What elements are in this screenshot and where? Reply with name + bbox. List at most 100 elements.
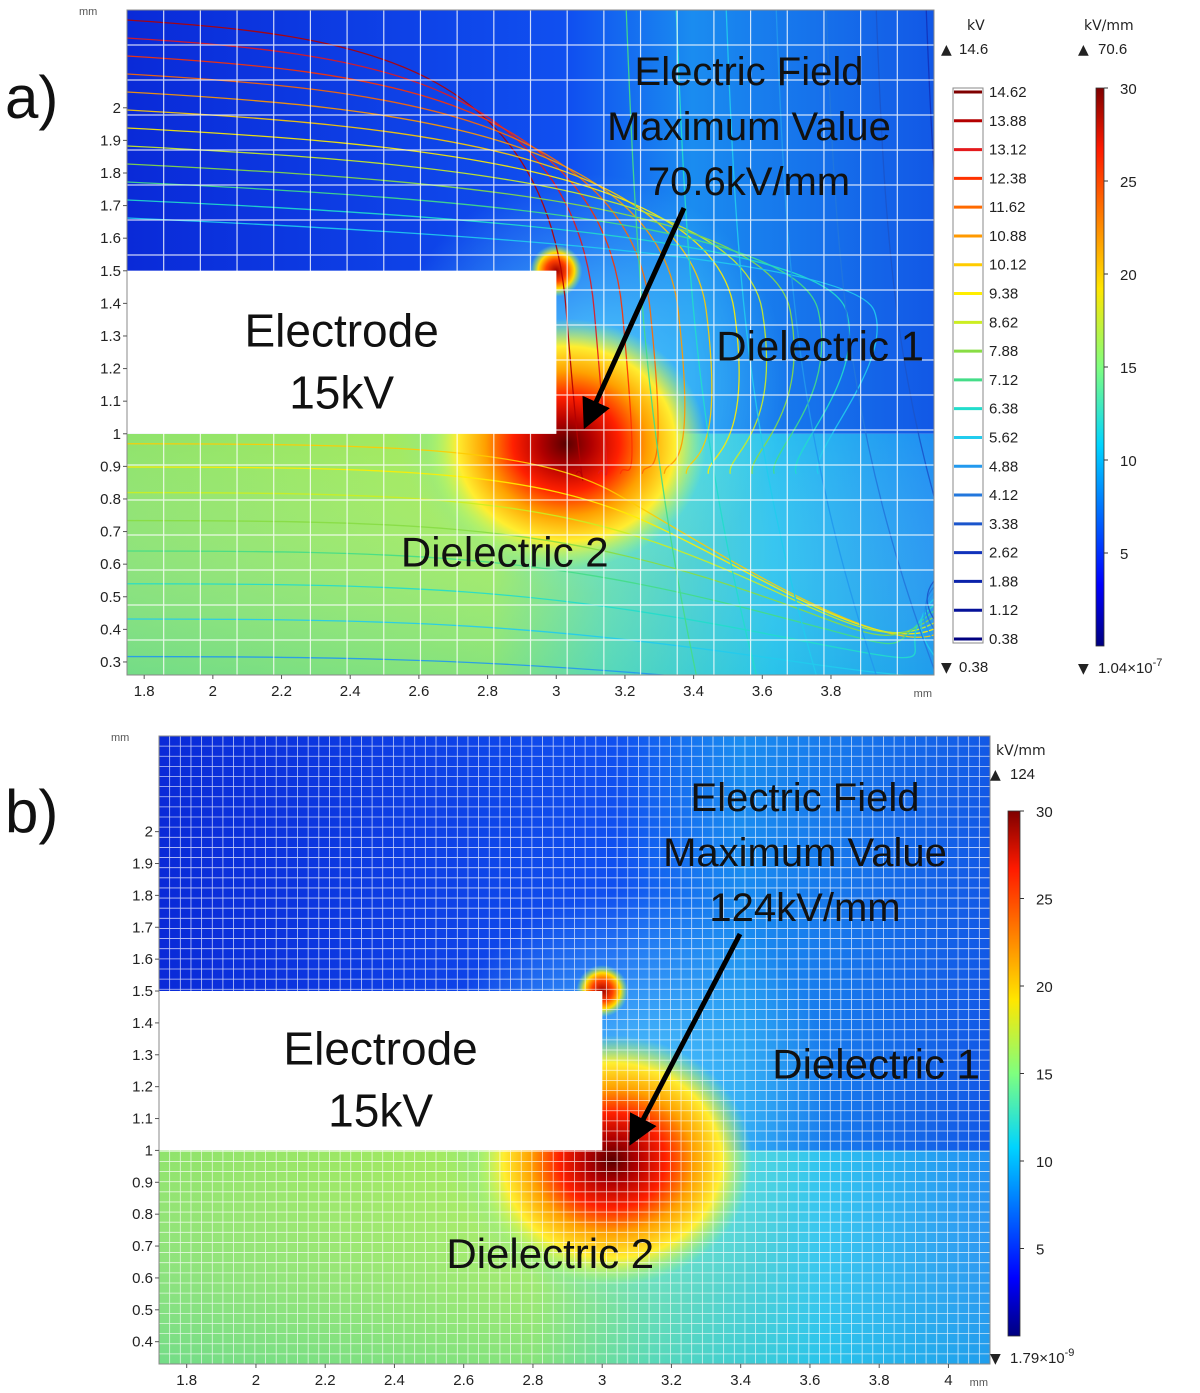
potential-level-label: 1.88: [989, 573, 1018, 590]
x-tick-label: 3.8: [869, 1372, 890, 1389]
y-tick-label: 0.7: [100, 524, 121, 541]
potential-min-arrow: ▼: [941, 660, 952, 676]
x-tick-label: 2.2: [271, 683, 292, 700]
plot-frame: [126, 9, 935, 676]
dielectric-2-label: Dielectric 2: [446, 1230, 654, 1277]
annotation-line-1: Electric Field: [691, 776, 920, 820]
potential-level-label: 7.12: [989, 372, 1018, 389]
y-tick-label: 1.7: [132, 919, 153, 936]
x-unit: mm: [914, 688, 932, 700]
dielectric-1-label: Dielectric 1: [772, 1041, 980, 1088]
equipotential-line: [127, 37, 608, 476]
field-tick-label: 15: [1120, 360, 1137, 377]
y-tick-label: 1.9: [132, 856, 153, 873]
plot-frame: [158, 735, 991, 1365]
y-tick-label: 1.4: [100, 295, 121, 312]
potential-level-label: 5.62: [989, 429, 1018, 446]
y-tick-label: 0.7: [132, 1238, 153, 1255]
x-unit: mm: [970, 1377, 988, 1389]
y-tick-label: 1.2: [100, 361, 121, 378]
potential-max-label: 14.6: [959, 41, 988, 58]
x-tick-label: 3.6: [800, 1372, 821, 1389]
potential-unit: kV: [967, 18, 985, 34]
electrode-label: Electrode: [283, 1023, 477, 1075]
field-min-exponent: -7: [1153, 657, 1163, 669]
annotation-line-2: Maximum Value: [663, 831, 947, 875]
equipotential-line: [825, 10, 934, 671]
equipotential-line: [127, 19, 584, 481]
equipotential-line: [925, 10, 934, 181]
field-min-arrow: ▼: [1078, 661, 1089, 677]
field-tick-label: 10: [1036, 1154, 1053, 1171]
x-tick-label: 3: [598, 1372, 606, 1389]
y-tick-label: 1.1: [100, 393, 121, 410]
field-tick-label: 25: [1120, 174, 1137, 191]
y-tick-label: 0.6: [100, 556, 121, 573]
x-tick-label: 2.4: [384, 1372, 405, 1389]
x-tick-label: 3.4: [683, 683, 704, 700]
potential-level-label: 8.62: [989, 314, 1018, 331]
equipotential-line: [775, 10, 877, 675]
field-colorbar-gradient: [1095, 87, 1105, 647]
field-tick-label: 20: [1036, 979, 1053, 996]
x-tick-label: 3: [552, 683, 560, 700]
y-tick-label: 0.4: [100, 621, 121, 638]
annotation-line-1: Electric Field: [635, 50, 864, 94]
field-max-label: 124: [1010, 766, 1035, 783]
field-min-label: 1.04×10-7: [1098, 657, 1162, 677]
y-tick-label: 1.8: [132, 887, 153, 904]
field-colorbar: 30 25 20 15 10 5 kV/mm ▲ 124 ▼ 1.79×10-9: [990, 743, 1074, 1367]
equipotential-line: [127, 217, 878, 475]
y-tick-label: 0.6: [132, 1270, 153, 1287]
equipotential-line: [127, 583, 934, 659]
panel-label: b): [5, 778, 58, 845]
electrode-voltage-label: 15kV: [328, 1085, 433, 1137]
field-tick-label: 5: [1036, 1242, 1044, 1259]
potential-colorbar-box: [952, 87, 984, 644]
annotation-line-2: Maximum Value: [607, 105, 891, 149]
potential-level-label: 4.12: [989, 487, 1018, 504]
y-tick-label: 1.7: [100, 198, 121, 215]
y-unit: mm: [79, 6, 97, 18]
y-tick-label: 1.6: [100, 230, 121, 247]
field-tick-label: 25: [1036, 892, 1053, 909]
electrode-label: Electrode: [244, 304, 438, 356]
y-tick-label: 0.4: [132, 1334, 153, 1351]
equipotential-line: [127, 491, 934, 634]
y-tick-label: 1.6: [132, 951, 153, 968]
y-tick-label: 1: [145, 1142, 153, 1159]
y-tick-label: 1.8: [100, 165, 121, 182]
field-colorbar-gradient: [1007, 810, 1021, 1337]
chart-panel-b: 1.8 2 2.2 2.4 2.6 2.8 3 3.2 3.4 3.6 3.8 4 2 1.9 1.8 1.7…: [5, 732, 1074, 1389]
potential-level-label: 12.38: [989, 170, 1027, 187]
x-tick-label: 2.6: [453, 1372, 474, 1389]
plot-area: [127, 10, 934, 675]
field-tick-label: 10: [1120, 453, 1137, 470]
field-max-arrow: ▲: [990, 767, 1001, 783]
potential-level-label: 10.88: [989, 228, 1027, 245]
field-tick-label: 30: [1120, 81, 1137, 98]
y-tick-label: 1.5: [100, 263, 121, 280]
x-tick-label: 2.6: [408, 683, 429, 700]
x-tick-label: 2.8: [523, 1372, 544, 1389]
field-max-arrow: ▲: [1078, 42, 1089, 58]
potential-level-label: 13.12: [989, 142, 1027, 159]
mesh-grid: [159, 736, 990, 1364]
equipotential-line: [127, 145, 768, 474]
y-tick-label: 1.2: [132, 1079, 153, 1096]
y-tick-label: 1.4: [132, 1015, 153, 1032]
electrode-voltage-label: 15kV: [289, 366, 394, 418]
potential-max-arrow: ▲: [941, 42, 952, 58]
potential-level-label: 0.38: [989, 631, 1018, 648]
field-min-label: 1.79×10-9: [1010, 1347, 1074, 1367]
y-tick-label: 0.8: [100, 491, 121, 508]
chart-panel-a: 1.8 2 2.2 2.4 2.6 2.8 3 3.2 3.4 3.6 3.8 2 1.9 1.8 1.7 1…: [5, 6, 1162, 700]
field-min-arrow: ▼: [990, 1351, 1001, 1367]
potential-level-label: 7.88: [989, 343, 1018, 360]
potential-level-label: 13.88: [989, 113, 1027, 130]
plot-area: [159, 736, 990, 1364]
field-unit: kV/mm: [996, 743, 1046, 759]
potential-level-label: 1.12: [989, 602, 1018, 619]
equipotential-line: [127, 519, 934, 636]
